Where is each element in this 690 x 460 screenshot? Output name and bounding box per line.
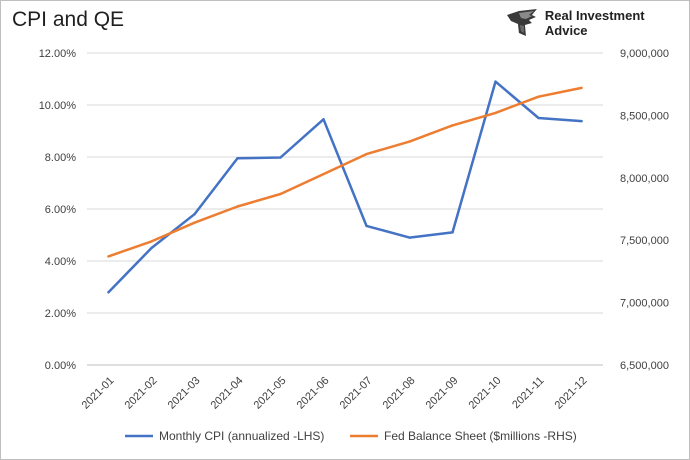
legend-label: Fed Balance Sheet ($millions -RHS): [384, 429, 577, 443]
cpi-data-point: [150, 246, 153, 250]
eagle-logo-icon: [506, 9, 537, 36]
balance-sheet-data-point: [451, 124, 454, 127]
cpi-data-point: [365, 224, 368, 228]
y-left-tick-label: 4.00%: [45, 256, 76, 268]
legend-item-balance-sheet: Fed Balance Sheet ($millions -RHS): [350, 429, 577, 443]
y-right-tick-label: 8,500,000: [620, 110, 669, 122]
y-left-tick-label: 0.00%: [45, 360, 76, 372]
y-axis-right: 6,500,000 7,000,000 7,500,000 8,000,000 8,50…: [620, 48, 669, 372]
x-tick-label: 2021-04: [209, 375, 246, 412]
x-tick-label: 2021-07: [338, 375, 375, 412]
cpi-data-point: [279, 156, 282, 159]
y-right-tick-label: 8,000,000: [620, 173, 669, 185]
cpi-data-point: [322, 118, 325, 121]
balance-sheet-data-point: [494, 111, 497, 115]
x-tick-label: 2021-11: [510, 375, 546, 411]
cpi-data-point: [494, 80, 497, 83]
balance-sheet-data-point: [107, 255, 110, 258]
grid-lines: [87, 52, 603, 366]
brand-logo: Real Investment Advice: [505, 6, 690, 40]
y-right-tick-label: 6,500,000: [620, 360, 669, 372]
x-tick-label: 2021-08: [381, 375, 418, 412]
balance-sheet-data-point: [537, 95, 540, 98]
balance-sheet-data-point: [580, 86, 583, 90]
y-left-tick-label: 10.00%: [39, 100, 77, 112]
balance-sheet-data-point: [193, 221, 196, 224]
x-tick-label: 2021-03: [166, 375, 203, 412]
legend-label: Monthly CPI (annualized -LHS): [159, 429, 324, 443]
y-left-tick-label: 6.00%: [45, 204, 76, 216]
plot-series: [107, 80, 583, 294]
legend-item-cpi: Monthly CPI (annualized -LHS): [125, 429, 324, 443]
balance-sheet-data-point: [150, 240, 153, 243]
y-left-tick-label: 8.00%: [45, 152, 76, 164]
cpi-data-point: [193, 213, 196, 216]
cpi-data-point: [451, 231, 454, 234]
cpi-data-point: [236, 157, 239, 160]
y-left-tick-label: 2.00%: [45, 308, 76, 320]
y-axis-left: 0.00% 2.00% 4.00% 6.00% 8.00% 10.00% 12.00%: [39, 48, 77, 372]
balance-sheet-data-point: [322, 172, 325, 176]
cpi-data-point: [107, 291, 110, 294]
x-tick-label: 2021-09: [424, 375, 461, 412]
x-tick-label: 2021-10: [467, 375, 504, 412]
balance-sheet-series-line: [107, 86, 583, 258]
y-right-tick-label: 7,500,000: [620, 235, 669, 247]
y-left-tick-label: 12.00%: [39, 48, 77, 60]
y-right-tick-label: 9,000,000: [620, 48, 669, 60]
x-axis: 2021-01 2021-02 2021-03 2021-04 2021-05 2021-…: [80, 375, 590, 412]
x-tick-label: 2021-12: [553, 375, 590, 412]
balance-sheet-data-point: [365, 152, 368, 156]
balance-sheet-data-point: [279, 192, 282, 196]
x-tick-label: 2021-05: [252, 375, 289, 412]
x-tick-label: 2021-01: [80, 375, 117, 412]
brand-name: Real Investment Advice: [544, 8, 645, 38]
cpi-data-point: [537, 116, 540, 120]
cpi-series-line: [107, 80, 583, 294]
legend: Monthly CPI (annualized -LHS) Fed Balance…: [125, 429, 577, 443]
x-tick-label: 2021-06: [295, 375, 332, 412]
cpi-data-point: [580, 119, 583, 123]
balance-sheet-data-point: [408, 140, 411, 143]
balance-sheet-data-point: [236, 205, 239, 208]
x-tick-label: 2021-02: [123, 375, 160, 412]
chart-title: CPI and QE: [12, 8, 125, 31]
cpi-data-point: [408, 236, 411, 239]
y-right-tick-label: 7,000,000: [620, 298, 669, 310]
